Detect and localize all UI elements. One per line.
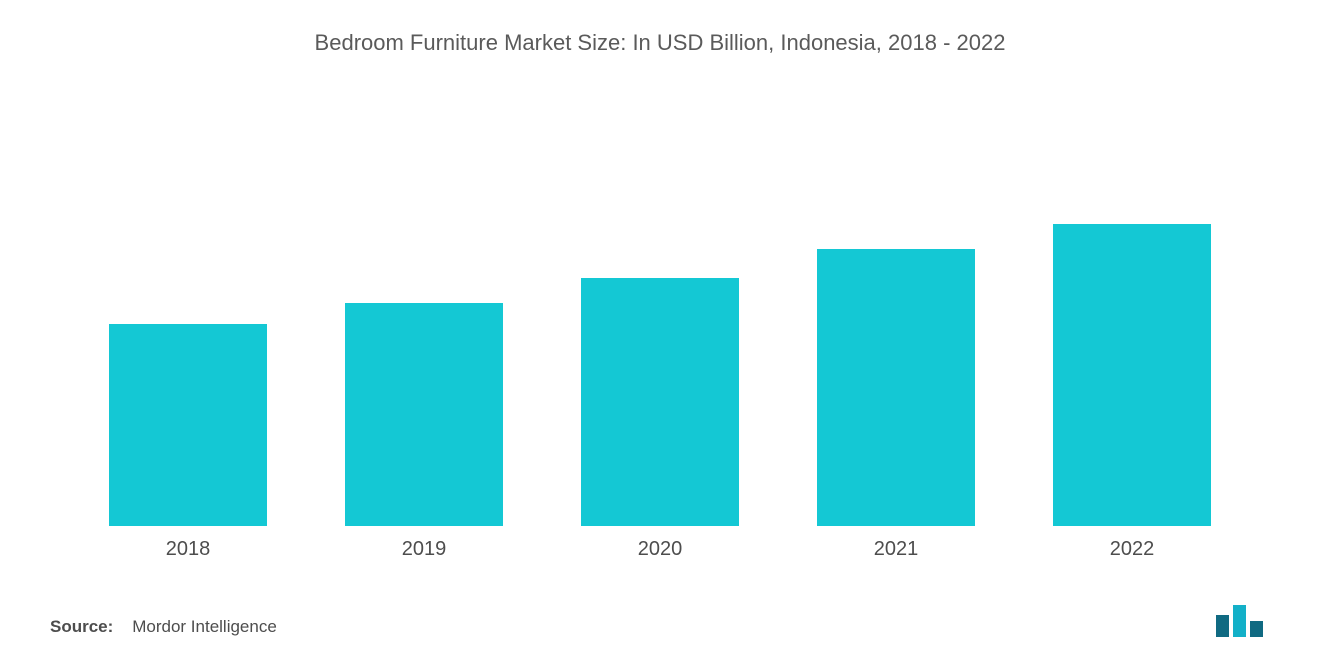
bar-group-2021 (790, 106, 1002, 526)
x-label-2019: 2019 (318, 538, 530, 561)
bars-container (70, 106, 1250, 526)
bar-2022 (1053, 224, 1210, 526)
bar-2021 (817, 249, 974, 526)
chart-area (50, 106, 1270, 526)
source-attribution: Source: Mordor Intelligence (50, 617, 277, 637)
chart-title: Bedroom Furniture Market Size: In USD Bi… (50, 30, 1270, 56)
bar-2020 (581, 278, 738, 526)
x-label-2018: 2018 (82, 538, 294, 561)
brand-logo-icon (1214, 605, 1270, 637)
source-label: Source: (50, 617, 113, 636)
bar-group-2020 (554, 106, 766, 526)
footer: Source: Mordor Intelligence (50, 605, 1270, 637)
bar-group-2019 (318, 106, 530, 526)
bar-group-2022 (1026, 106, 1238, 526)
x-label-2020: 2020 (554, 538, 766, 561)
x-label-2021: 2021 (790, 538, 1002, 561)
bar-2018 (109, 324, 266, 526)
bar-group-2018 (82, 106, 294, 526)
source-value: Mordor Intelligence (132, 617, 277, 636)
x-label-2022: 2022 (1026, 538, 1238, 561)
x-axis-labels: 2018 2019 2020 2021 2022 (50, 526, 1270, 561)
bar-2019 (345, 303, 502, 526)
